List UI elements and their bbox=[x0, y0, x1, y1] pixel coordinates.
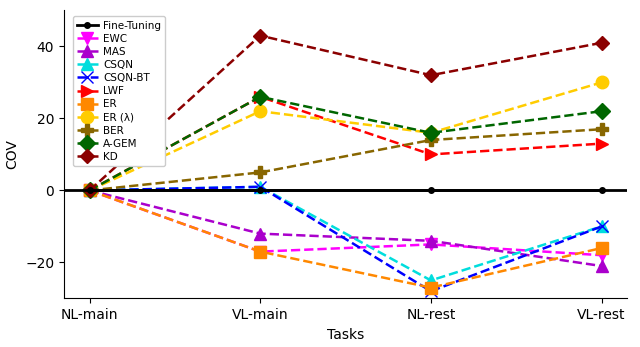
CSQN-BT bbox=[257, 185, 264, 189]
BER bbox=[427, 138, 435, 142]
KD bbox=[598, 41, 605, 45]
Line: EWC: EWC bbox=[84, 185, 607, 261]
CSQN-BT bbox=[427, 289, 435, 293]
Line: ER (λ): ER (λ) bbox=[83, 76, 608, 197]
BER bbox=[257, 170, 264, 175]
ER (λ) bbox=[86, 188, 93, 193]
MAS bbox=[86, 188, 93, 193]
ER (λ) bbox=[257, 109, 264, 113]
EWC bbox=[86, 188, 93, 193]
Fine-Tuning bbox=[86, 188, 93, 193]
X-axis label: Tasks: Tasks bbox=[327, 328, 364, 342]
Fine-Tuning bbox=[257, 188, 264, 193]
BER bbox=[86, 188, 93, 193]
ER (λ) bbox=[598, 80, 605, 84]
Line: CSQN-BT: CSQN-BT bbox=[83, 180, 608, 297]
A-GEM bbox=[598, 109, 605, 113]
A-GEM bbox=[257, 95, 264, 99]
LWF bbox=[427, 152, 435, 156]
EWC bbox=[598, 253, 605, 257]
KD bbox=[427, 73, 435, 77]
CSQN-BT bbox=[598, 224, 605, 228]
CSQN bbox=[427, 278, 435, 282]
ER bbox=[598, 246, 605, 250]
Y-axis label: COV: COV bbox=[6, 139, 20, 169]
EWC bbox=[257, 249, 264, 254]
Line: BER: BER bbox=[84, 124, 607, 196]
KD bbox=[257, 34, 264, 38]
LWF bbox=[257, 95, 264, 99]
A-GEM bbox=[86, 188, 93, 193]
ER (λ) bbox=[427, 131, 435, 135]
KD bbox=[86, 188, 93, 193]
CSQN-BT bbox=[86, 188, 93, 193]
MAS bbox=[257, 231, 264, 236]
Line: LWF: LWF bbox=[84, 91, 607, 196]
Fine-Tuning bbox=[598, 188, 605, 193]
ER bbox=[427, 286, 435, 290]
LWF bbox=[598, 142, 605, 146]
CSQN bbox=[257, 185, 264, 189]
Line: KD: KD bbox=[84, 31, 607, 195]
A-GEM bbox=[427, 131, 435, 135]
Line: ER: ER bbox=[84, 185, 607, 293]
MAS bbox=[598, 264, 605, 268]
EWC bbox=[427, 242, 435, 246]
Line: MAS: MAS bbox=[84, 185, 607, 272]
CSQN bbox=[598, 224, 605, 228]
MAS bbox=[427, 239, 435, 243]
Line: A-GEM: A-GEM bbox=[84, 91, 607, 196]
Legend: Fine-Tuning, EWC, MAS, CSQN, CSQN-BT, LWF, ER, ER (λ), BER, A-GEM, KD: Fine-Tuning, EWC, MAS, CSQN, CSQN-BT, LW… bbox=[73, 16, 165, 166]
CSQN bbox=[86, 188, 93, 193]
Line: Fine-Tuning: Fine-Tuning bbox=[87, 188, 604, 193]
ER bbox=[257, 249, 264, 254]
LWF bbox=[86, 188, 93, 193]
BER bbox=[598, 127, 605, 131]
Fine-Tuning bbox=[427, 188, 435, 193]
Line: CSQN: CSQN bbox=[84, 181, 607, 286]
ER bbox=[86, 188, 93, 193]
